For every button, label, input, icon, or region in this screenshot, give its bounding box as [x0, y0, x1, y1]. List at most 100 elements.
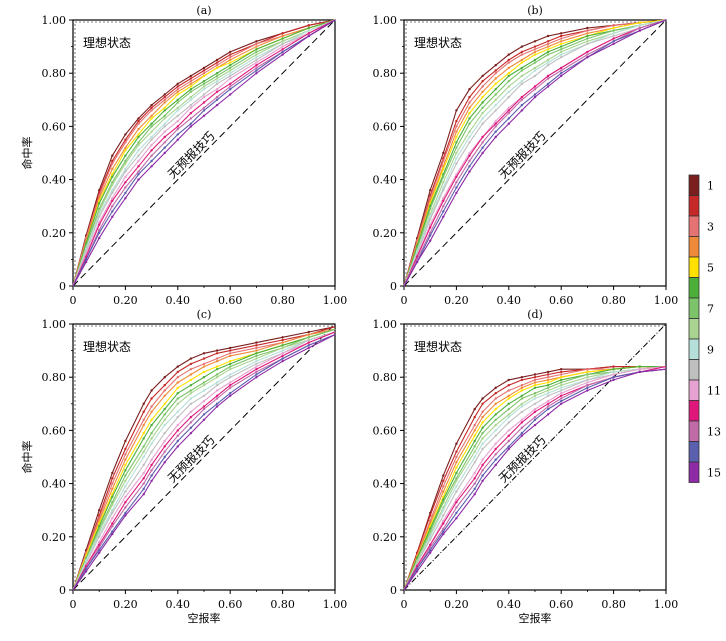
series-line-2	[403, 366, 666, 591]
series-point	[468, 154, 471, 157]
series-point	[98, 548, 101, 552]
series-point	[202, 95, 206, 99]
series-point	[481, 90, 484, 94]
series-point	[586, 50, 589, 54]
series-point	[612, 365, 615, 368]
series-point	[442, 189, 445, 192]
series-point	[455, 175, 458, 179]
series-point	[111, 205, 114, 208]
colorbar-label: 7	[707, 302, 714, 315]
series-point	[520, 66, 524, 70]
series-point	[520, 103, 524, 107]
series-point	[612, 24, 615, 27]
series-point	[137, 117, 140, 120]
series-point	[150, 397, 153, 400]
series-point	[612, 370, 615, 374]
series-point	[473, 493, 476, 496]
series-point	[494, 397, 497, 400]
series-point	[150, 442, 153, 445]
panel-title: (b)	[527, 4, 543, 17]
series-point	[142, 471, 145, 475]
series-point	[150, 154, 153, 157]
series-point	[255, 48, 258, 51]
series-point	[163, 135, 166, 139]
series-point	[455, 442, 458, 445]
series-point	[520, 389, 524, 392]
series-point	[124, 146, 127, 149]
series-point	[150, 389, 153, 392]
no-skill-diagonal	[72, 19, 336, 287]
series-point	[560, 399, 563, 403]
series-point	[481, 397, 484, 400]
series-point	[137, 127, 140, 131]
ideal-state-line	[74, 325, 335, 590]
series-point	[560, 50, 563, 54]
series-point	[163, 114, 166, 118]
series-point	[229, 384, 232, 387]
series-point	[124, 149, 127, 152]
series-point	[429, 207, 432, 211]
series-point	[229, 352, 232, 355]
series-point	[507, 74, 510, 78]
series-point	[533, 53, 537, 56]
series-point	[494, 109, 497, 112]
series-point	[455, 517, 458, 520]
panel-title: (c)	[197, 308, 212, 321]
series-point	[442, 530, 445, 533]
no-skill-diagonal	[403, 19, 667, 287]
series-point	[142, 463, 145, 467]
series-point	[189, 368, 193, 371]
series-point	[202, 106, 206, 110]
series-point	[307, 24, 310, 27]
y-tick-label: 0.80	[42, 67, 67, 80]
series-point	[215, 376, 219, 379]
series-point	[455, 119, 458, 123]
series-point	[442, 479, 445, 483]
series-point	[612, 37, 615, 40]
series-point	[189, 362, 193, 366]
series-point	[150, 125, 153, 128]
series-line-5	[403, 366, 666, 591]
series-point	[560, 32, 563, 35]
series-point	[560, 40, 563, 43]
panel-b: 00 0.20 0.20 0.40 0.40 0.60 0.60 0.80 0.80 1.00 1.…	[373, 4, 679, 307]
series-point	[507, 394, 510, 397]
series-point	[111, 471, 114, 475]
series-point	[533, 69, 537, 72]
series-point	[111, 197, 114, 200]
series-point	[546, 85, 550, 88]
series-point	[255, 349, 258, 352]
series-point	[202, 365, 206, 368]
series-point	[307, 34, 310, 38]
series-line-11	[403, 366, 667, 591]
series-point	[546, 402, 550, 405]
series-point	[468, 135, 471, 139]
y-tick-label: 0.40	[42, 478, 67, 491]
series-point	[189, 74, 193, 78]
series-point	[520, 82, 524, 86]
series-line-3	[72, 328, 336, 591]
series-point	[468, 122, 471, 125]
series-point	[560, 368, 563, 371]
series-point	[281, 34, 284, 38]
series-point	[586, 386, 589, 389]
series-point	[442, 474, 445, 477]
series-point	[84, 567, 88, 570]
series-point	[142, 402, 145, 405]
series-point	[586, 53, 589, 56]
series-point	[150, 450, 153, 453]
series-point	[494, 453, 497, 456]
series-point	[202, 389, 206, 392]
x-tick-label: 0.20	[113, 294, 138, 307]
series-point	[494, 402, 497, 405]
series-point	[429, 189, 432, 192]
series-point	[612, 373, 615, 376]
series-point	[281, 349, 284, 352]
series-point	[176, 415, 179, 419]
series-point	[202, 74, 206, 78]
y-axis-label: 命中率	[20, 137, 34, 170]
y-tick-label: 1.00	[42, 14, 67, 27]
series-point	[176, 90, 179, 94]
series-point	[163, 125, 166, 128]
x-tick-label: 0.20	[113, 598, 138, 611]
